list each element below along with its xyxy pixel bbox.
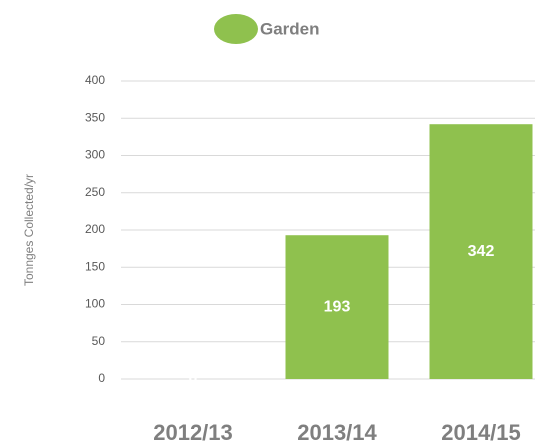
legend-label: Garden bbox=[260, 19, 320, 38]
y-tick-label: 0 bbox=[98, 371, 105, 385]
y-tick-label: 350 bbox=[85, 110, 105, 124]
bar bbox=[429, 124, 533, 380]
y-tick-label: 100 bbox=[85, 297, 105, 311]
bar bbox=[285, 235, 389, 379]
y-tick-label: 300 bbox=[85, 148, 105, 162]
x-tick-label: 2014/15 bbox=[441, 420, 521, 445]
y-tick-label: 150 bbox=[85, 259, 105, 273]
y-tick-label: 400 bbox=[85, 73, 105, 87]
y-tick-label: 50 bbox=[92, 334, 106, 348]
data-label: 342 bbox=[468, 243, 495, 260]
y-axis-title: Tonnges Collected/yr bbox=[22, 174, 36, 286]
x-tick-label: 2013/14 bbox=[297, 420, 377, 445]
x-tick-label: 2012/13 bbox=[153, 420, 233, 445]
data-label: 0 bbox=[189, 370, 198, 387]
data-label: 193 bbox=[324, 298, 351, 315]
legend-swatch bbox=[214, 14, 258, 44]
y-tick-label: 200 bbox=[85, 222, 105, 236]
y-tick-label: 250 bbox=[85, 185, 105, 199]
